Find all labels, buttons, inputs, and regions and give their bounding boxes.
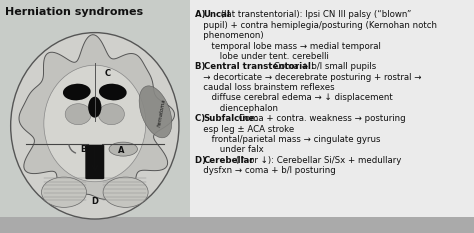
PathPatch shape xyxy=(19,35,174,203)
Text: (lat transtentorial): Ipsi CN III palsy (“blown”: (lat transtentorial): Ipsi CN III palsy … xyxy=(219,10,412,20)
Text: Cerebellar: Cerebellar xyxy=(204,156,254,165)
Text: C): C) xyxy=(195,114,209,123)
Text: A): A) xyxy=(195,10,209,20)
Bar xyxy=(190,0,474,233)
Ellipse shape xyxy=(139,86,172,138)
Text: Uncal: Uncal xyxy=(204,10,230,20)
Text: Central transtentorial:: Central transtentorial: xyxy=(204,62,314,71)
Text: frontal/parietal mass → cingulate gyrus: frontal/parietal mass → cingulate gyrus xyxy=(195,135,381,144)
Text: diffuse cerebral edema → ↓ displacement: diffuse cerebral edema → ↓ displacement xyxy=(195,93,393,103)
Text: diencephalon: diencephalon xyxy=(195,104,278,113)
Text: caudal loss brainstem reflexes: caudal loss brainstem reflexes xyxy=(195,83,335,92)
Text: temporal lobe mass → medial temporal: temporal lobe mass → medial temporal xyxy=(195,41,381,51)
Ellipse shape xyxy=(99,84,127,100)
Text: (↑ or ↓): Cerebellar Si/Sx + medullary: (↑ or ↓): Cerebellar Si/Sx + medullary xyxy=(233,156,401,165)
Ellipse shape xyxy=(11,33,179,219)
FancyArrowPatch shape xyxy=(69,145,75,153)
Ellipse shape xyxy=(63,84,91,100)
Text: under falx: under falx xyxy=(195,145,264,154)
Bar xyxy=(0,217,474,233)
Text: Herniation syndromes: Herniation syndromes xyxy=(5,7,143,17)
Text: esp leg ± ACA stroke: esp leg ± ACA stroke xyxy=(195,124,294,134)
Text: Coma + contra. weakness → posturing: Coma + contra. weakness → posturing xyxy=(236,114,406,123)
Text: dysfxn → coma + b/l posturing: dysfxn → coma + b/l posturing xyxy=(195,166,336,175)
FancyBboxPatch shape xyxy=(85,145,104,179)
Text: → decorticate → decerebrate posturing + rostral →: → decorticate → decerebrate posturing + … xyxy=(195,73,422,82)
Ellipse shape xyxy=(42,177,86,207)
Bar xyxy=(0,0,190,233)
Text: B: B xyxy=(80,145,86,154)
Text: D: D xyxy=(91,197,98,206)
Ellipse shape xyxy=(99,104,124,125)
Text: C: C xyxy=(105,69,111,78)
Ellipse shape xyxy=(44,65,146,182)
Ellipse shape xyxy=(109,142,137,156)
Ellipse shape xyxy=(65,104,91,125)
Ellipse shape xyxy=(103,177,148,207)
Text: Coma + b/l small pupils: Coma + b/l small pupils xyxy=(271,62,376,71)
Text: pupil) + contra hemiplegia/posturing (Kernohan notch: pupil) + contra hemiplegia/posturing (Ke… xyxy=(195,21,438,30)
Text: A: A xyxy=(118,146,124,155)
Text: lobe under tent. cerebelli: lobe under tent. cerebelli xyxy=(195,52,329,61)
Text: B): B) xyxy=(195,62,209,71)
Text: D): D) xyxy=(195,156,210,165)
Text: Subfalcine:: Subfalcine: xyxy=(204,114,258,123)
Text: phenomenon): phenomenon) xyxy=(195,31,264,40)
Text: hematoma: hematoma xyxy=(157,99,166,127)
Ellipse shape xyxy=(88,97,101,118)
